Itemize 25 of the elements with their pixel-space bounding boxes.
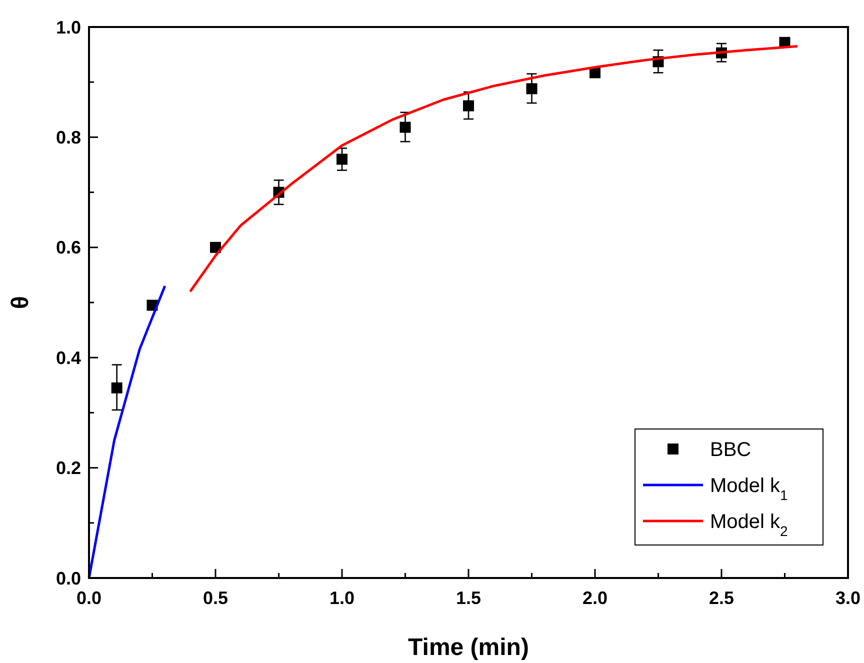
x-tick-label: 2.5	[708, 588, 734, 608]
point	[526, 83, 538, 94]
x-tick-label: 0.0	[76, 588, 102, 608]
y-tick-label: 1.0	[56, 17, 81, 38]
y-tick-label: 0.6	[56, 238, 81, 258]
line-series	[88, 284, 166, 580]
line-series	[188, 45, 799, 293]
y-axis-title: θ	[7, 296, 34, 309]
x-tick-label: 2.0	[582, 588, 608, 608]
y-tick-label: 0.0	[56, 568, 81, 588]
x-tick-label: 0.5	[202, 588, 228, 608]
legend-label: Model k$_{2}$	[710, 511, 788, 539]
y-tick-label: 0.4	[56, 348, 81, 368]
y-tick-label: 0.2	[56, 458, 81, 478]
point	[111, 382, 122, 394]
x-tick-label: 3.0	[835, 588, 861, 608]
point	[400, 122, 411, 133]
point	[336, 154, 348, 165]
x-tick-label: 1.5	[456, 588, 482, 608]
x-axis-title: Time (min)	[408, 634, 529, 661]
legend-label: BBC	[710, 439, 752, 461]
point	[463, 100, 474, 112]
y-tick-label: 0.8	[56, 128, 81, 148]
x-tick-label: 1.0	[329, 588, 355, 608]
legend-label: Model k$_{1}$	[710, 475, 788, 503]
